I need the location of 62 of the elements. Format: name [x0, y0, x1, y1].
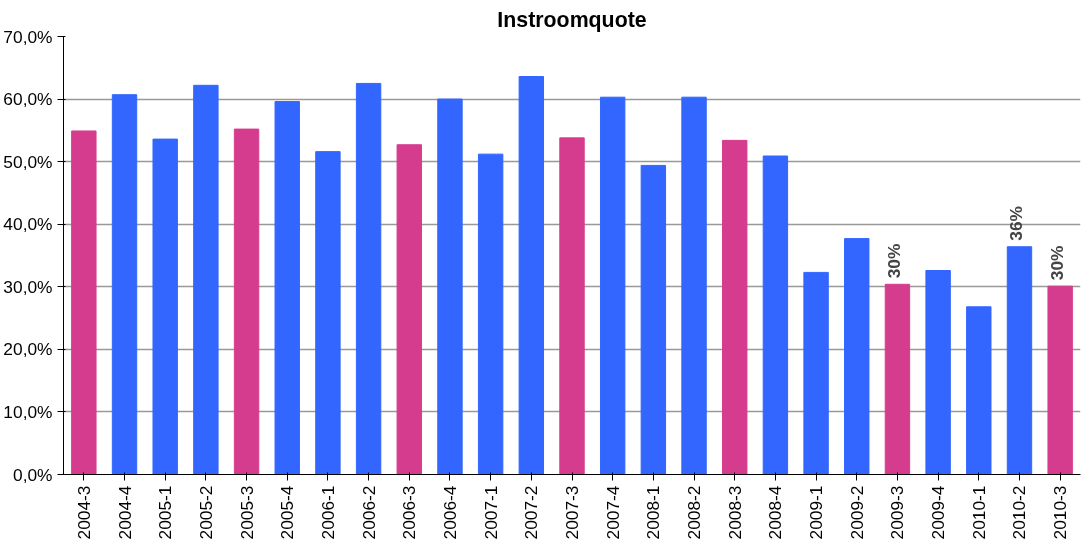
- x-tick-label: 2005-1: [155, 485, 176, 540]
- x-tick-label: 2006-2: [358, 485, 379, 540]
- bar: [1006, 246, 1033, 475]
- x-tick-label: 2005-2: [195, 485, 216, 540]
- x-tick-label: 2008-4: [765, 485, 786, 540]
- bar: [762, 155, 789, 475]
- x-tick-label: 2005-3: [236, 485, 257, 540]
- x-tick-label: 2010-3: [1050, 485, 1071, 540]
- x-tick-label: 2009-3: [887, 485, 908, 540]
- bar: [1047, 285, 1073, 475]
- bar: [966, 306, 992, 475]
- x-tick-label: 2007-2: [521, 485, 542, 540]
- y-tick-label: 30,0%: [3, 276, 53, 297]
- bar: [193, 84, 219, 475]
- chart-title: Instroomquote: [497, 7, 647, 32]
- bar: [681, 96, 707, 475]
- bar: [355, 82, 382, 475]
- bar: [71, 130, 97, 475]
- x-tick-label: 2008-2: [684, 485, 705, 540]
- bar: [518, 76, 545, 475]
- x-tick-label: 2006-1: [317, 485, 338, 540]
- bar: [640, 164, 667, 475]
- x-tick-label: 2004-3: [73, 485, 94, 540]
- y-tick-label: 20,0%: [3, 339, 53, 360]
- bar: [925, 270, 951, 475]
- data-label: 36%: [1006, 206, 1027, 241]
- bar: [274, 101, 300, 475]
- bar: [844, 238, 870, 475]
- bar: [559, 137, 585, 475]
- data-label: 30%: [884, 243, 905, 279]
- bar: [884, 283, 911, 475]
- bar: [233, 128, 260, 475]
- y-tick-label: 50,0%: [3, 151, 53, 172]
- x-tick-label: 2007-1: [480, 485, 501, 540]
- bar: [111, 94, 138, 475]
- x-tick-label: 2007-3: [562, 485, 582, 540]
- x-tick-label: 2009-1: [806, 485, 827, 540]
- bar: [477, 153, 504, 475]
- bar: [152, 138, 178, 475]
- bar: [803, 271, 829, 475]
- bar: [396, 144, 422, 475]
- x-tick-label: 2009-2: [846, 485, 867, 540]
- bar: [315, 151, 341, 475]
- y-tick-label: 60,0%: [3, 89, 53, 110]
- x-tick-label: 2010-1: [968, 485, 989, 540]
- x-tick-label: 2006-4: [439, 485, 460, 540]
- y-tick-label: 40,0%: [3, 214, 53, 235]
- x-tick-label: 2008-1: [643, 485, 664, 540]
- x-tick-label: 2004-4: [114, 485, 135, 540]
- y-tick-label: 10,0%: [3, 401, 53, 422]
- data-label: 30%: [1047, 245, 1068, 281]
- x-tick-label: 2008-3: [724, 485, 745, 540]
- y-tick-label: 0,0%: [13, 464, 53, 485]
- bar: [599, 96, 626, 475]
- x-tick-label: 2009-4: [928, 485, 949, 540]
- bar: [437, 98, 463, 475]
- x-tick-label: 2005-4: [277, 485, 298, 540]
- x-tick-label: 2007-4: [602, 485, 623, 540]
- x-tick-label: 2010-2: [1009, 485, 1030, 540]
- y-tick-label: 70,0%: [3, 26, 53, 47]
- bar: [722, 139, 748, 475]
- x-tick-label: 2006-3: [399, 485, 420, 540]
